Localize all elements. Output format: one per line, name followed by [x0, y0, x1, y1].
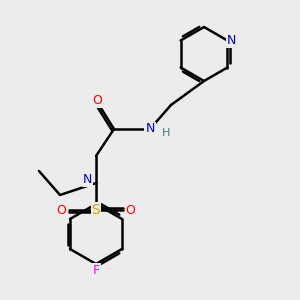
Text: N: N	[227, 34, 237, 47]
Text: N: N	[83, 173, 92, 186]
Text: O: O	[57, 203, 66, 217]
Text: O: O	[93, 94, 102, 107]
Text: N: N	[145, 122, 155, 136]
Text: H: H	[162, 128, 171, 138]
Text: O: O	[126, 203, 135, 217]
Text: F: F	[92, 264, 100, 277]
Text: S: S	[92, 203, 100, 217]
